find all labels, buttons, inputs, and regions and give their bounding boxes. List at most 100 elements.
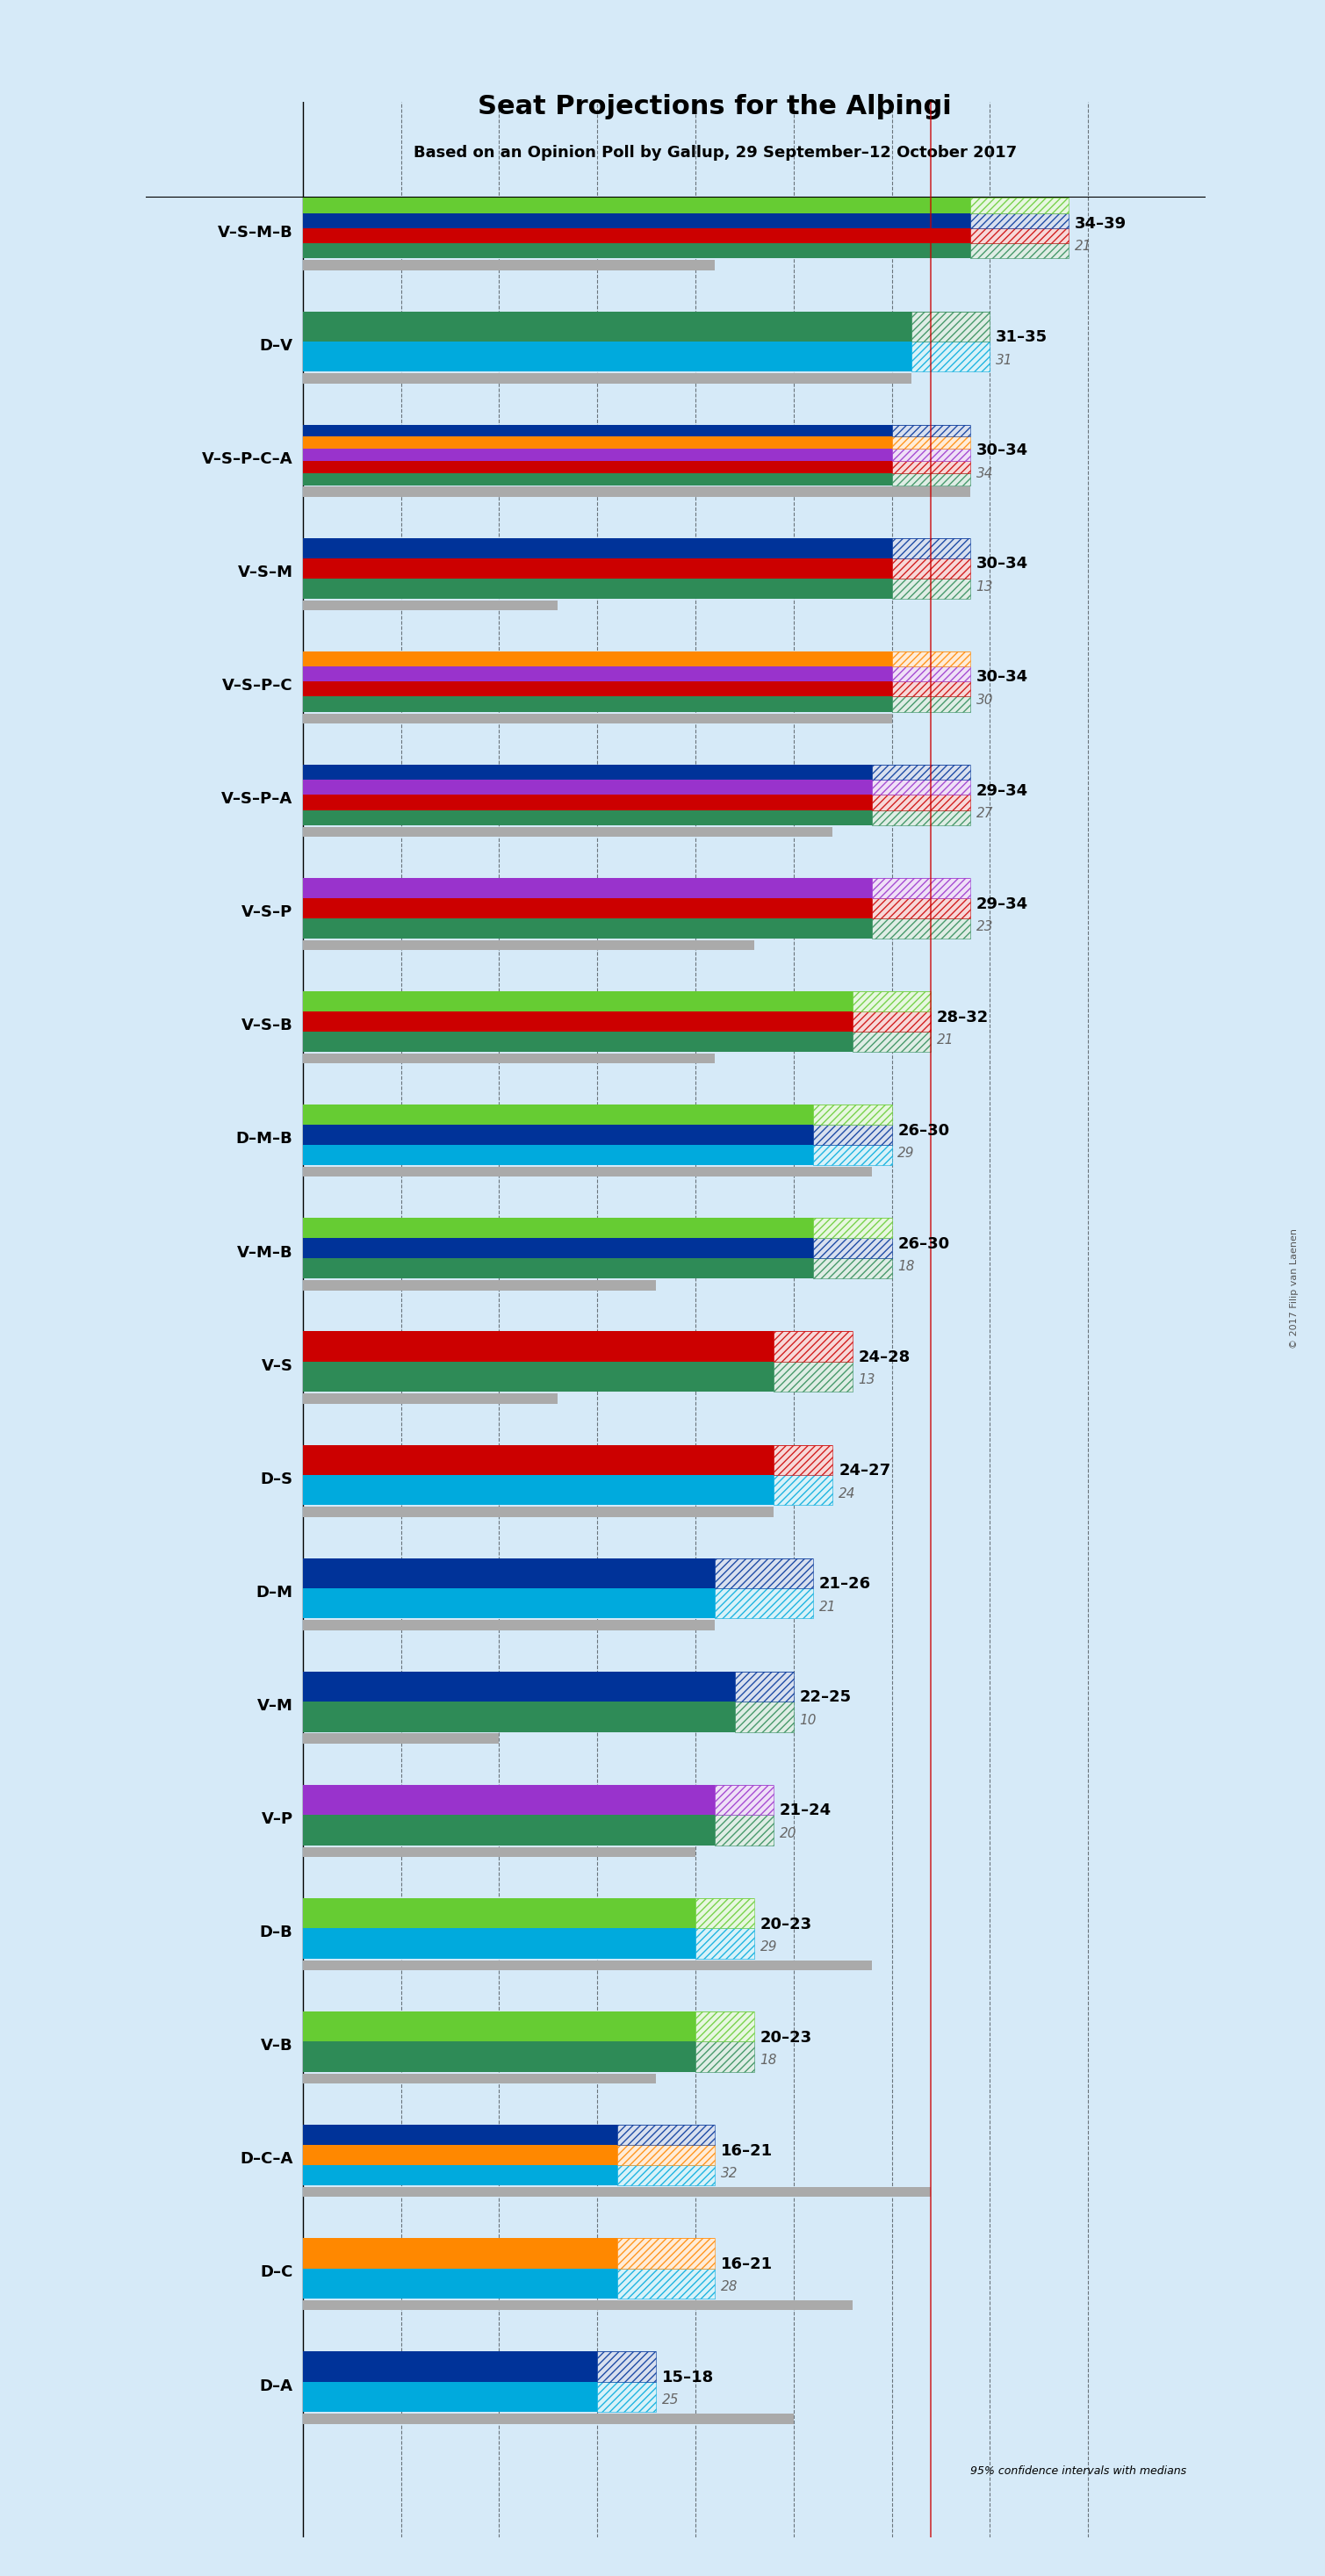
Text: V–S–M–B: V–S–M–B: [217, 224, 293, 240]
Text: 23: 23: [977, 920, 994, 933]
Bar: [302, 1476, 833, 1504]
Bar: [302, 438, 970, 448]
Text: 18: 18: [897, 1260, 914, 1273]
Bar: [302, 1144, 892, 1164]
Bar: [774, 1363, 852, 1391]
Text: 29: 29: [897, 1146, 914, 1159]
Bar: [302, 214, 1068, 229]
Bar: [302, 198, 1068, 214]
Text: 31: 31: [996, 353, 1012, 366]
Bar: [302, 2146, 716, 2164]
Bar: [814, 1144, 892, 1164]
Bar: [892, 474, 970, 484]
Bar: [302, 474, 970, 484]
Bar: [302, 2043, 754, 2071]
Text: D–A: D–A: [260, 2378, 293, 2393]
Text: 22–25: 22–25: [799, 1690, 852, 1705]
Text: 20: 20: [780, 1826, 796, 1839]
Bar: [852, 1012, 931, 1030]
Bar: [302, 242, 1068, 258]
Bar: [302, 696, 970, 711]
Bar: [302, 1589, 814, 1618]
Text: 34: 34: [977, 466, 994, 479]
Bar: [302, 1960, 872, 1971]
Bar: [734, 1703, 794, 1731]
Bar: [302, 229, 1068, 242]
Bar: [302, 1218, 892, 1239]
Text: 32: 32: [721, 2166, 738, 2179]
Bar: [814, 1239, 892, 1257]
Text: 13: 13: [859, 1373, 876, 1386]
Text: 16–21: 16–21: [721, 2257, 772, 2272]
Bar: [302, 796, 970, 809]
Bar: [302, 425, 970, 438]
Bar: [892, 559, 970, 577]
Text: 21: 21: [937, 1033, 954, 1046]
Bar: [716, 1589, 814, 1618]
Text: 10: 10: [799, 1713, 816, 1726]
Bar: [892, 683, 970, 696]
Text: V–S–P: V–S–P: [241, 904, 293, 920]
Bar: [302, 448, 970, 461]
Text: V–S–M: V–S–M: [237, 564, 293, 580]
Bar: [716, 1816, 774, 1844]
Bar: [302, 1012, 931, 1030]
Bar: [302, 2074, 656, 2084]
Bar: [892, 696, 970, 711]
Text: 30–34: 30–34: [977, 670, 1028, 685]
Bar: [872, 917, 970, 938]
Bar: [302, 1899, 754, 1929]
Bar: [302, 2269, 716, 2298]
Bar: [302, 2239, 716, 2269]
Bar: [774, 1445, 833, 1476]
Bar: [302, 1030, 931, 1051]
Bar: [302, 917, 970, 938]
Bar: [302, 992, 931, 1012]
Bar: [302, 1507, 774, 1517]
Bar: [302, 1929, 754, 1958]
Bar: [302, 1257, 892, 1278]
Bar: [872, 781, 970, 796]
Bar: [302, 461, 970, 474]
Text: V–S–P–C: V–S–P–C: [223, 677, 293, 693]
Bar: [302, 1703, 794, 1731]
Bar: [852, 1030, 931, 1051]
Bar: [970, 229, 1068, 242]
Text: 21: 21: [819, 1600, 836, 1613]
Bar: [302, 2164, 716, 2184]
Bar: [617, 2164, 716, 2184]
Bar: [302, 1734, 500, 1744]
Bar: [302, 1280, 656, 1291]
Bar: [302, 827, 833, 837]
Bar: [716, 1785, 774, 1816]
Bar: [852, 992, 931, 1012]
Text: 21: 21: [1075, 240, 1092, 252]
Bar: [302, 2125, 716, 2146]
Text: 21–24: 21–24: [780, 1803, 832, 1819]
Text: 20–23: 20–23: [761, 1917, 812, 1932]
Bar: [302, 1105, 892, 1126]
Bar: [302, 1363, 852, 1391]
Bar: [302, 1054, 716, 1064]
Bar: [302, 2187, 931, 2197]
Bar: [892, 652, 970, 667]
Bar: [912, 312, 990, 343]
Bar: [774, 1476, 833, 1504]
Bar: [302, 667, 970, 683]
Bar: [892, 538, 970, 559]
Text: 29–34: 29–34: [977, 896, 1028, 912]
Text: V–P: V–P: [261, 1811, 293, 1826]
Bar: [302, 600, 558, 611]
Text: 34–39: 34–39: [1075, 216, 1126, 232]
Text: 21–26: 21–26: [819, 1577, 871, 1592]
Bar: [872, 899, 970, 917]
Bar: [302, 2352, 656, 2383]
Bar: [892, 577, 970, 598]
Text: 30: 30: [977, 693, 994, 706]
Bar: [774, 1332, 852, 1363]
Text: 24–28: 24–28: [859, 1350, 910, 1365]
Bar: [302, 683, 970, 696]
Bar: [814, 1105, 892, 1126]
Bar: [872, 878, 970, 899]
Text: V–S–B: V–S–B: [241, 1018, 293, 1033]
